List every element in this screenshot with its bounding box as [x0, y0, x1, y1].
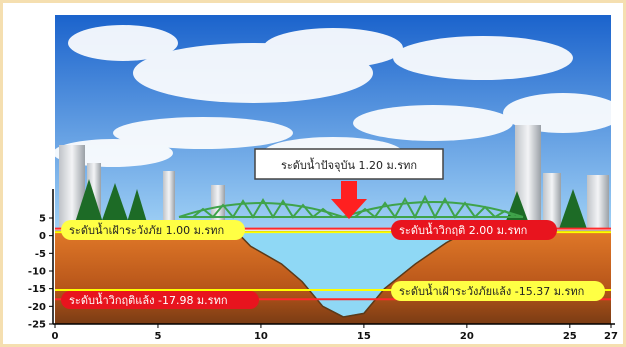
y-tick-label: -25: [28, 320, 46, 331]
x-tick-label: 20: [460, 331, 474, 342]
y-tick-label: -20: [28, 302, 46, 313]
label-text: ระดับน้ำวิกฤติ 2.00 ม.รทก: [399, 222, 527, 237]
label-text: ระดับน้ำวิกฤติแล้ง -17.98 ม.รทก: [69, 292, 228, 307]
y-tick-label: -5: [35, 249, 46, 260]
y-tick-label: -15: [28, 284, 46, 295]
y-tick-label: 5: [39, 214, 46, 225]
y-tick-label: 0: [39, 231, 46, 242]
label-text: ระดับน้ำเฝ้าระวังภัยแล้ง -15.37 ม.รทก: [399, 283, 584, 298]
x-tick-label: 0: [52, 331, 59, 342]
label-drought-critical: ระดับน้ำวิกฤติแล้ง -17.98 ม.รทก: [61, 291, 259, 309]
label-flood-watch: ระดับน้ำเฝ้าระวังภัย 1.00 ม.รทก: [61, 220, 245, 240]
x-tick-label: 15: [357, 331, 371, 342]
x-tick-label: 10: [254, 331, 268, 342]
label-drought-watch: ระดับน้ำเฝ้าระวังภัยแล้ง -15.37 ม.รทก: [391, 281, 605, 301]
label-flood-critical: ระดับน้ำวิกฤติ 2.00 ม.รทก: [391, 220, 557, 240]
river-cross-section: 5 0 -5 -10 -15 -20 -25 0 5 10 15 20 25 27 ระดับน้ำเฝ้…: [3, 3, 626, 347]
current-level-text: ระดับน้ำปัจจุบัน 1.20 ม.รทก: [281, 157, 417, 172]
x-tick-label: 5: [154, 331, 161, 342]
x-tick-label: 27: [604, 331, 618, 342]
x-tick-label: 25: [563, 331, 577, 342]
label-text: ระดับน้ำเฝ้าระวังภัย 1.00 ม.รทก: [69, 222, 224, 237]
y-tick-label: -10: [28, 267, 46, 278]
